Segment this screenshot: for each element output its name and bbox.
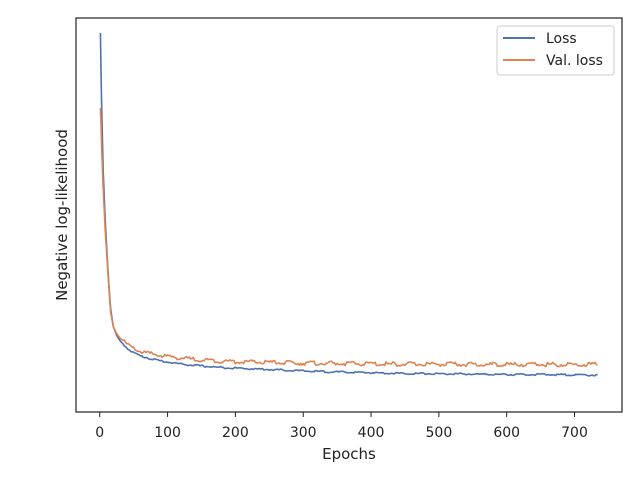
x-tick-label: 200 — [222, 425, 249, 441]
x-tick-label: 300 — [290, 425, 317, 441]
legend-label-val-loss: Val. loss — [546, 53, 603, 69]
legend: Loss Val. loss — [496, 25, 615, 76]
x-tick-label: 100 — [154, 425, 181, 441]
plot-area — [75, 17, 623, 413]
loss-line — [99, 32, 598, 377]
val-loss-line — [99, 108, 598, 368]
x-tick-label: 700 — [561, 425, 588, 441]
x-tick-label: 400 — [358, 425, 385, 441]
x-axis-label: Epochs — [322, 445, 376, 463]
x-tick-label: 500 — [426, 425, 453, 441]
x-axis-ticks: 0 100 200 300 400 500 600 700 — [95, 412, 588, 441]
series-layer — [99, 32, 598, 377]
x-tick-label: 0 — [95, 425, 104, 441]
y-axis-label: Negative log-likelihood — [53, 129, 71, 301]
legend-label-loss: Loss — [546, 31, 577, 47]
x-tick-label: 600 — [493, 425, 520, 441]
